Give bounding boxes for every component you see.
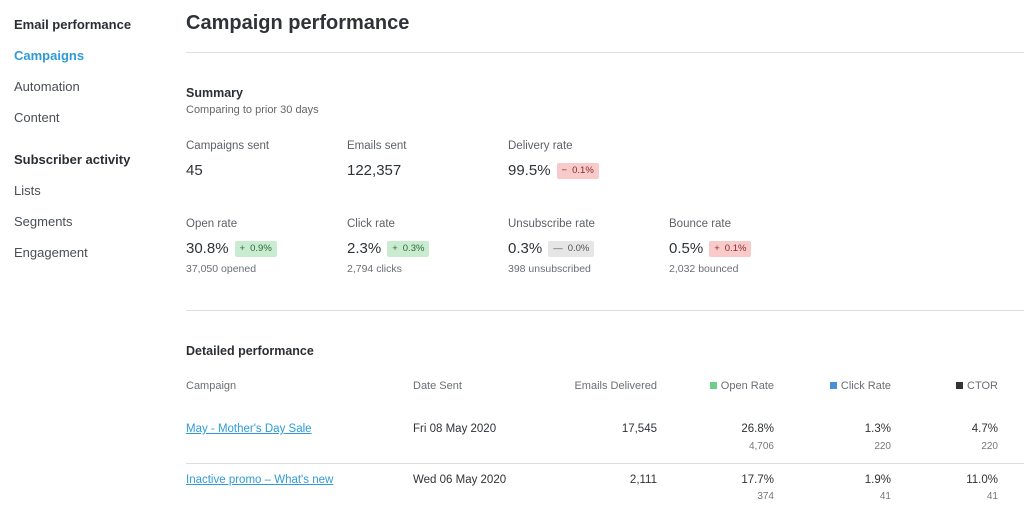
change-badge: + 0.9% bbox=[234, 240, 277, 257]
green-square-icon bbox=[709, 382, 717, 389]
campaign-link[interactable]: May - Mother's Day Sale bbox=[186, 423, 312, 435]
metric-click-rate: Click rate 2.3% + 0.3% 2,794 clicks bbox=[347, 218, 507, 275]
table-row-divider bbox=[186, 463, 1024, 464]
plus-icon: + bbox=[239, 242, 246, 254]
change-value: 0.1% bbox=[572, 164, 594, 176]
metric-value: 2.3% bbox=[347, 240, 382, 257]
table-cell-open-count: 4,706 bbox=[748, 441, 774, 452]
change-value: 0.0% bbox=[567, 242, 590, 254]
column-header-click-rate[interactable]: Click Rate bbox=[783, 380, 891, 392]
sidebar-item-campaigns[interactable]: Campaigns bbox=[14, 48, 85, 63]
metric-label: Bounce rate bbox=[669, 218, 732, 230]
metric-label: Campaigns sent bbox=[186, 140, 270, 152]
sidebar-item-automation[interactable]: Automation bbox=[14, 79, 80, 94]
change-badge: + 0.3% bbox=[387, 240, 430, 257]
column-header-label: CTOR bbox=[967, 380, 998, 392]
summary-title: Summary bbox=[186, 86, 243, 100]
plus-icon: + bbox=[392, 242, 398, 254]
table-cell-open-rate: 17.7% bbox=[741, 474, 774, 486]
metric-delivery-rate: Delivery rate 99.5% − 0.1% bbox=[508, 140, 668, 179]
table-cell-ctor: 4.7% bbox=[971, 423, 998, 435]
table-cell-open-count: 374 bbox=[757, 491, 774, 502]
metric-emails-sent: Emails sent 122,357 bbox=[347, 140, 507, 179]
metric-label: Open rate bbox=[186, 218, 238, 230]
metric-label: Click rate bbox=[347, 218, 395, 230]
table-cell-emails-delivered: 2,111 bbox=[629, 474, 657, 486]
column-header-emails-delivered[interactable]: Emails Delivered bbox=[574, 380, 657, 392]
metric-subtext: 2,794 clicks bbox=[347, 263, 402, 275]
page-title: Campaign performance bbox=[186, 12, 410, 34]
blue-square-icon bbox=[829, 382, 837, 389]
table-row-1-campaign: May - Mother's Day Sale bbox=[186, 423, 312, 435]
sidebar-item-segments[interactable]: Segments bbox=[14, 214, 73, 229]
metric-campaigns-sent: Campaigns sent 45 bbox=[186, 140, 346, 179]
change-value: 0.3% bbox=[402, 242, 425, 254]
column-header-ctor[interactable]: CTOR bbox=[898, 380, 998, 392]
metric-label: Emails sent bbox=[347, 140, 407, 152]
divider bbox=[186, 52, 1024, 53]
metric-subtext: 398 unsubscribed bbox=[508, 263, 591, 275]
sidebar-item-content[interactable]: Content bbox=[14, 110, 60, 125]
column-header-campaign[interactable]: Campaign bbox=[186, 380, 237, 392]
table-row-2-campaign: Inactive promo – What's new bbox=[186, 474, 333, 486]
metric-value: 122,357 bbox=[347, 162, 402, 179]
table-cell-date: Wed 06 May 2020 bbox=[413, 474, 507, 486]
change-value: 0.9% bbox=[250, 242, 272, 254]
metric-unsubscribe-rate: Unsubscribe rate 0.3% — 0.0% 398 unsubsc… bbox=[508, 218, 668, 275]
dark-square-icon bbox=[956, 382, 964, 389]
metric-label: Unsubscribe rate bbox=[508, 218, 595, 230]
table-cell-ctor: 11.0% bbox=[966, 474, 998, 486]
column-header-label: Open Rate bbox=[720, 380, 774, 392]
metric-bounce-rate: Bounce rate 0.5% + 0.1% 2,032 bounced bbox=[669, 218, 829, 275]
table-cell-date: Fri 08 May 2020 bbox=[413, 423, 497, 435]
metric-value: 0.3% bbox=[508, 240, 543, 257]
metric-open-rate: Open rate 30.8% + 0.9% 37,050 opened bbox=[186, 218, 346, 275]
change-badge: + 0.1% bbox=[709, 240, 752, 257]
change-badge: − 0.1% bbox=[556, 162, 599, 179]
detailed-title: Detailed performance bbox=[186, 344, 314, 358]
table-cell-click-rate: 1.9% bbox=[864, 474, 891, 486]
column-header-open-rate[interactable]: Open Rate bbox=[666, 380, 774, 392]
metric-value: 30.8% bbox=[186, 240, 229, 257]
table-cell-ctor-count: 220 bbox=[981, 441, 998, 452]
change-badge: — 0.0% bbox=[548, 240, 595, 257]
main-content: Campaign performance Summary Comparing t… bbox=[186, 0, 1024, 507]
metric-value: 0.5% bbox=[669, 240, 704, 257]
column-header-date-sent[interactable]: Date Sent bbox=[413, 380, 462, 392]
campaign-link[interactable]: Inactive promo – What's new bbox=[186, 474, 334, 486]
minus-icon: − bbox=[561, 164, 568, 176]
table-cell-emails-delivered: 17,545 bbox=[621, 423, 657, 435]
table-cell-click-count: 220 bbox=[874, 441, 891, 452]
metric-value: 99.5% bbox=[508, 162, 551, 179]
sidebar-item-lists[interactable]: Lists bbox=[14, 183, 41, 198]
divider bbox=[186, 310, 1024, 311]
change-value: 0.1% bbox=[724, 242, 747, 254]
metric-label: Delivery rate bbox=[508, 140, 573, 152]
metric-subtext: 2,032 bounced bbox=[669, 263, 739, 275]
summary-subtitle: Comparing to prior 30 days bbox=[186, 104, 319, 116]
nav-heading-subscriber-activity: Subscriber activity bbox=[14, 152, 131, 167]
sidebar: Email performance Campaigns Automation C… bbox=[0, 0, 170, 507]
nav-heading-email-performance: Email performance bbox=[14, 17, 132, 32]
metric-subtext: 37,050 opened bbox=[186, 263, 257, 275]
column-header-label: Click Rate bbox=[840, 380, 891, 392]
table-cell-click-count: 41 bbox=[879, 491, 891, 502]
sidebar-item-engagement[interactable]: Engagement bbox=[14, 245, 88, 260]
table-cell-open-rate: 26.8% bbox=[741, 423, 774, 435]
metric-value: 45 bbox=[186, 162, 203, 179]
table-cell-click-rate: 1.3% bbox=[864, 423, 891, 435]
plus-icon: + bbox=[714, 242, 720, 254]
table-cell-ctor-count: 41 bbox=[986, 491, 998, 502]
dash-icon: — bbox=[553, 242, 563, 254]
